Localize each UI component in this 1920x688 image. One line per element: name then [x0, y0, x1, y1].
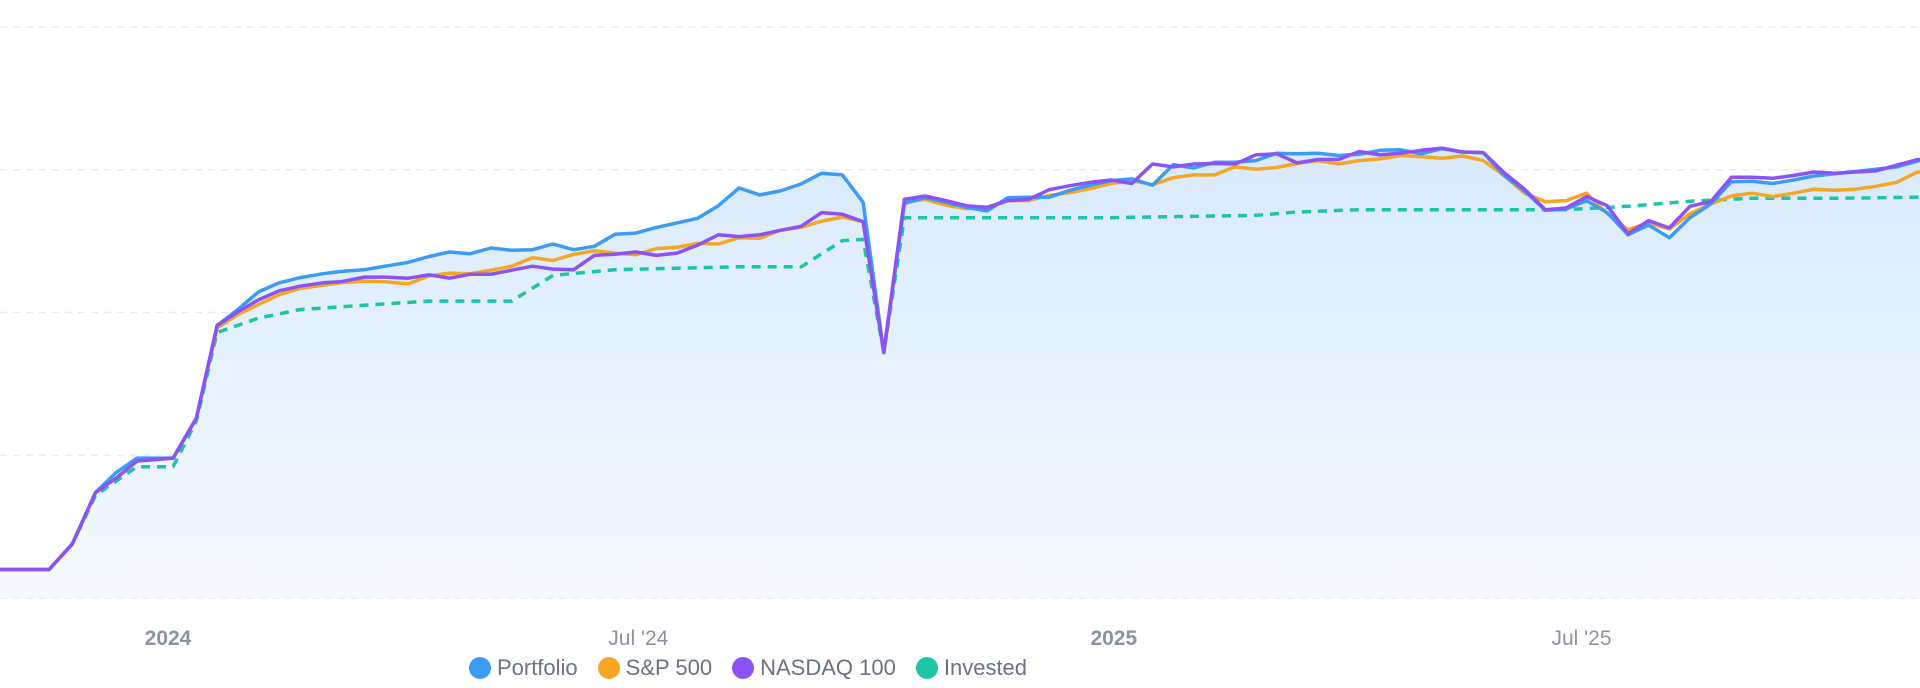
legend-label: Invested	[943, 655, 1028, 680]
legend-item-invested[interactable]: Invested	[915, 655, 1028, 681]
x-tick-label-0: 2024	[145, 627, 192, 650]
area-fill-layer	[0, 148, 1920, 598]
legend-item-nasdaq-100[interactable]: NASDAQ 100	[732, 655, 896, 681]
series-layer	[0, 128, 1920, 572]
x-tick-label-2: 2025	[1090, 627, 1137, 650]
legend-label: NASDAQ 100	[760, 655, 896, 680]
legend-swatch	[468, 657, 491, 679]
legend-label: S&P 500	[625, 655, 713, 680]
legend-label: Portfolio	[496, 655, 578, 680]
x-axis: 2024 Jul '24 2025 Jul '25	[145, 627, 1612, 650]
legend-item-portfolio[interactable]: Portfolio	[468, 655, 578, 681]
area-portfolio	[0, 148, 1920, 598]
legend-swatch	[732, 657, 755, 679]
x-tick-label-1: Jul '24	[608, 627, 668, 650]
legend-swatch	[915, 657, 938, 679]
series-line-nasdaq-100[interactable]	[0, 128, 1920, 572]
x-tick-label-3: Jul '25	[1551, 627, 1611, 650]
legend-item-s-p-500[interactable]: S&P 500	[597, 655, 713, 681]
legend: Portfolio S&P 500 NASDAQ 100 Invested	[0, 655, 1708, 681]
legend-swatch	[597, 657, 620, 679]
